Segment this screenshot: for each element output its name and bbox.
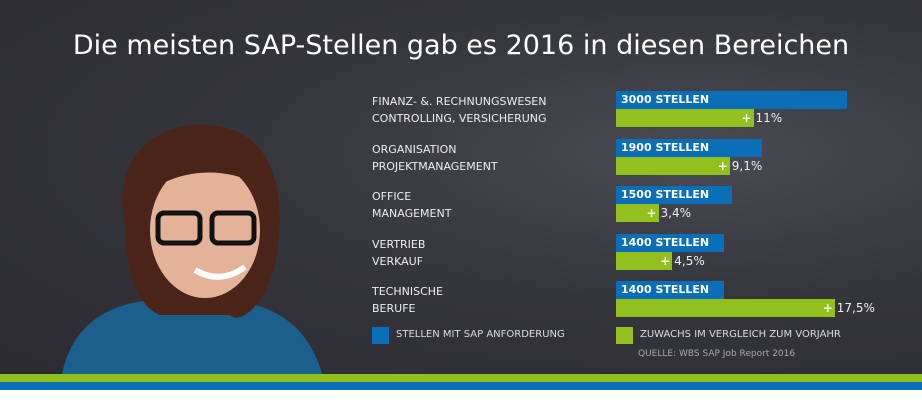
chart-title: Die meisten SAP-Stellen gab es 2016 in d… (72, 30, 850, 61)
category-label-line: PROJEKTMANAGEMENT (372, 159, 498, 173)
woman-photo (60, 124, 325, 385)
plus-sign: + (646, 206, 657, 220)
plus-sign: + (822, 301, 833, 315)
plus-sign: + (741, 111, 752, 125)
blue-bar: 1400 STELLEN (616, 281, 724, 299)
category-label: OFFICE MANAGEMENT (372, 188, 451, 222)
growth-label: 9,1% (731, 158, 763, 173)
growth-label: 3,4% (660, 206, 692, 220)
category-label-line: VERTRIEB (372, 237, 426, 251)
green-bar: + (616, 299, 835, 317)
legend-swatch-blue (372, 327, 389, 344)
category-label: VERTRIEB VERKAUF (372, 236, 425, 270)
category-label: ORGANISATION PROJEKTMANAGEMENT (372, 141, 498, 175)
growth-label: 11% (755, 111, 783, 125)
blue-bar: 1400 STELLEN (616, 233, 724, 252)
green-bar: + (616, 156, 730, 175)
category-label: TECHNISCHE BERUFE (372, 283, 443, 317)
green-bar: + (616, 109, 754, 127)
growth-label: 17,5% (836, 301, 875, 315)
category-label-line: VERKAUF (372, 254, 424, 268)
category-label-line: CONTROLLING, VERSICHERUNG (372, 112, 547, 125)
category-label-line: MANAGEMENT (372, 207, 452, 220)
legend-label-stellen: STELLEN MIT SAP ANFORDERUNG (396, 329, 565, 340)
blue-stripe (0, 382, 922, 390)
category-label-line: FINANZ- &. RECHNUNGSWESEN (372, 95, 547, 108)
source-note: QUELLE: WBS SAP Job Report 2016 (638, 349, 796, 359)
category-label-line: TECHNISCHE (372, 285, 443, 298)
category-label-line: ORGANISATION (372, 142, 457, 156)
growth-label: 4,5% (674, 253, 705, 268)
blue-bar: 1900 STELLEN (616, 138, 763, 157)
category-label: FINANZ- &. RECHNUNGSWESEN CONTROLLING, VE… (372, 93, 547, 127)
legend-label-zuwachs: ZUWACHS IM VERGLEICH ZUM VORJAHR (640, 329, 841, 340)
legend-swatch-green (616, 327, 633, 344)
plus-sign: + (717, 158, 728, 173)
blue-bar: 3000 STELLEN (616, 91, 847, 109)
green-stripe (0, 374, 922, 382)
green-bar: + (616, 251, 673, 270)
category-label-line: OFFICE (372, 190, 412, 203)
blue-bar: 1500 STELLEN (616, 186, 732, 204)
green-bar: + (616, 204, 659, 222)
plus-sign: + (660, 253, 671, 268)
category-label-line: BERUFE (372, 302, 416, 315)
